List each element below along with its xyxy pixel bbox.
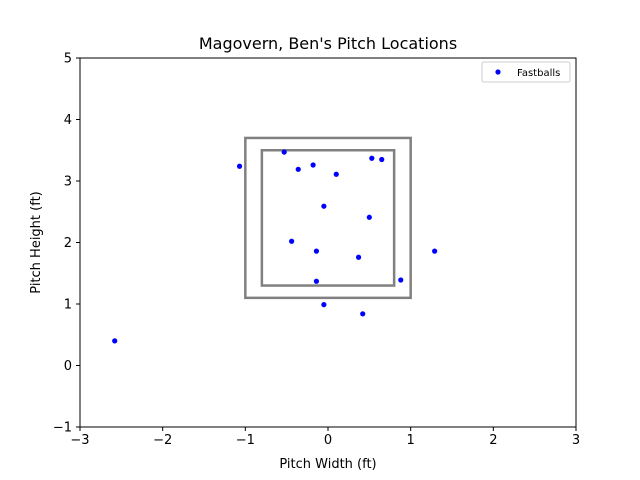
data-point [355,254,362,260]
x-tick-label: 1 [407,433,415,448]
y-tick-label: 2 [64,236,72,251]
y-tick-label: 5 [64,52,72,67]
legend-box [481,61,571,83]
y-tick-label: 1 [64,298,72,313]
data-point [281,149,287,155]
data-point [313,278,320,284]
x-tick-label: 0 [324,433,332,448]
x-tick-label: 3 [572,433,580,448]
ticks-layer: −3 −2 −1 0 1 2 3 −1 0 1 2 3 4 5 [53,52,580,449]
y-axis-label: Pitch Height (ft) [29,191,44,293]
y-tick-label: 0 [64,359,72,374]
legend-label-fastballs: Fastballs [517,68,560,79]
data-point [379,156,385,163]
y-tick-label: 3 [64,175,72,190]
legend-marker-fastballs [495,69,501,75]
chart-title: Magovern, Ben's Pitch Locations [199,34,457,53]
x-tick-label: −3 [70,433,89,448]
data-point [333,171,339,177]
strike-zone-layer [244,136,412,300]
data-point [321,302,327,308]
legend: Fastballs [481,61,571,83]
y-tick-label: 4 [64,113,72,128]
x-tick-label: 2 [489,433,497,448]
data-point [360,311,366,317]
data-point [295,166,301,172]
points-layer [112,149,438,344]
data-point [112,338,118,344]
data-point [398,277,404,283]
data-point [432,248,438,254]
data-point [321,203,327,209]
x-axis-label: Pitch Width (ft) [279,457,376,472]
data-point [310,162,316,168]
data-point [366,214,372,220]
strike-zone-outer [244,136,412,300]
data-point [369,155,375,161]
data-point [313,248,320,254]
y-tick-label: −1 [53,421,72,436]
data-point [236,163,243,169]
strike-zone-inner [260,149,396,287]
x-tick-label: −1 [236,433,255,448]
x-tick-label: −2 [153,433,172,448]
data-point [289,238,295,244]
